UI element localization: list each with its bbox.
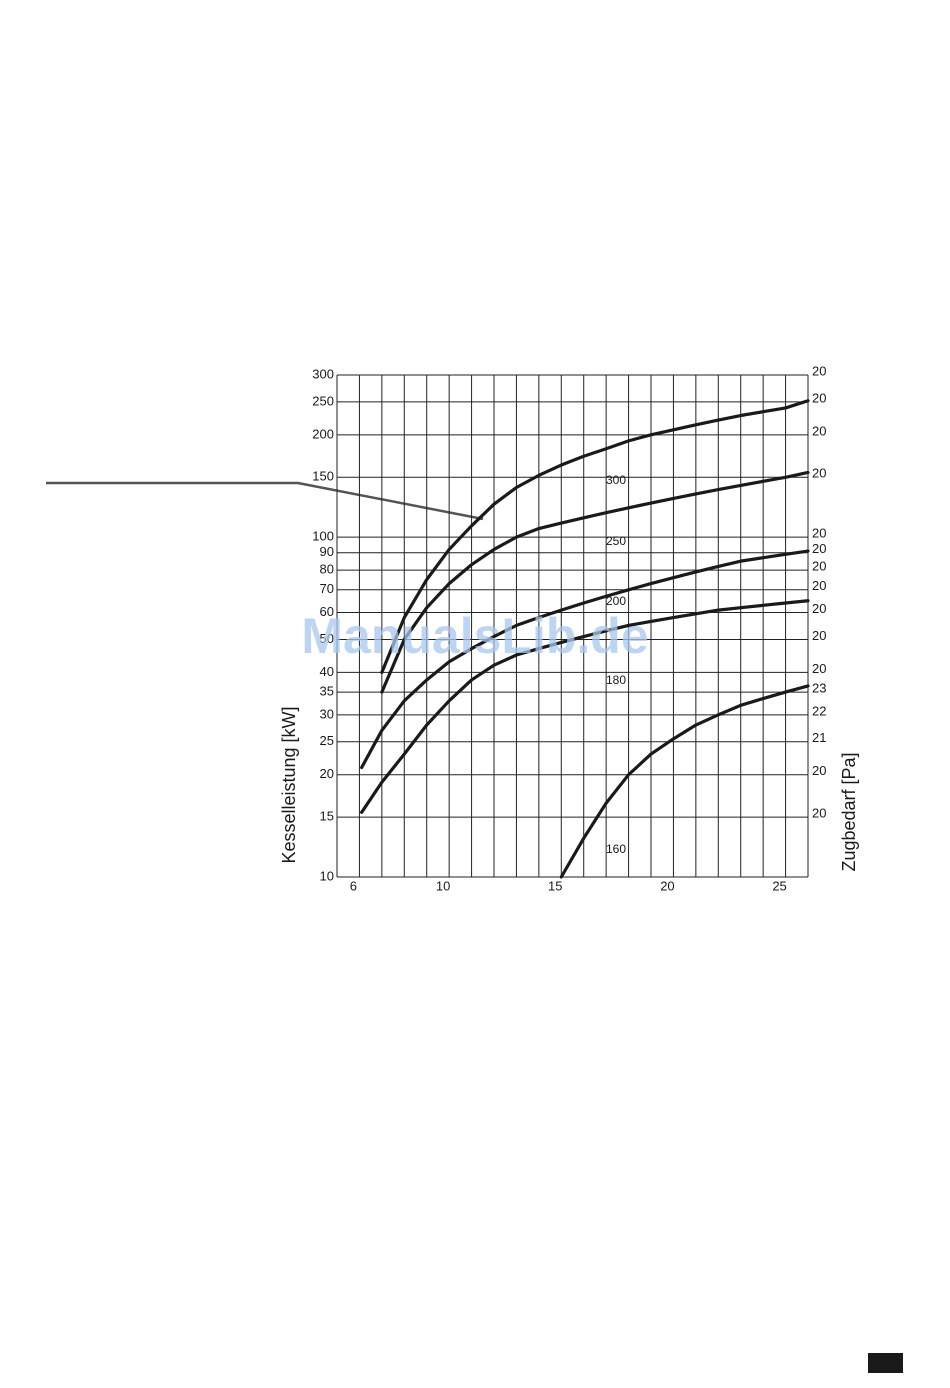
page-marker xyxy=(868,1353,903,1373)
y-tick-label: 40 xyxy=(320,664,334,679)
x-tick-label: 15 xyxy=(548,878,562,893)
y2-tick-label: 20 xyxy=(812,601,826,616)
y-tick-label: 10 xyxy=(320,868,334,883)
y2-tick-label: 20 xyxy=(812,363,826,378)
y2-tick-label: 23 xyxy=(812,681,826,696)
curve xyxy=(559,684,810,879)
y2-tick-label: 20 xyxy=(812,423,826,438)
y2-tick-label: 20 xyxy=(812,390,826,405)
x-tick-label: 25 xyxy=(772,878,786,893)
y-tick-label: 200 xyxy=(312,426,334,441)
y-tick-label: 35 xyxy=(320,684,334,699)
y2-tick-label: 20 xyxy=(812,661,826,676)
y2-tick-label: 22 xyxy=(812,703,826,718)
y2-tick-label: 20 xyxy=(812,578,826,593)
y2-tick-label: 20 xyxy=(812,763,826,778)
y2-tick-label: 20 xyxy=(812,559,826,574)
y-tick-label: 25 xyxy=(320,733,334,748)
y-tick-label: 80 xyxy=(320,562,334,577)
y-tick-label: 250 xyxy=(312,393,334,408)
y2-tick-label: 20 xyxy=(812,526,826,541)
curve xyxy=(380,470,810,694)
y-tick-label: 30 xyxy=(320,706,334,721)
y2-tick-label: 20 xyxy=(812,628,826,643)
x-tick-label: 6 xyxy=(350,878,357,893)
curve-label: 180 xyxy=(606,673,626,687)
y2-tick-label: 20 xyxy=(812,806,826,821)
curve-label: 160 xyxy=(606,842,626,856)
y-tick-label: 60 xyxy=(320,604,334,619)
y-tick-label: 300 xyxy=(312,366,334,381)
y-tick-label: 100 xyxy=(312,529,334,544)
x-tick-label: 10 xyxy=(436,878,450,893)
curve-label: 200 xyxy=(606,594,626,608)
y2-tick-label: 20 xyxy=(812,541,826,556)
watermark: ManualsLib.de xyxy=(301,608,648,664)
leader-line xyxy=(46,481,484,521)
y-tick-label: 50 xyxy=(320,631,334,646)
y-tick-label: 90 xyxy=(320,544,334,559)
curve xyxy=(360,599,810,814)
curve-label: 300 xyxy=(606,473,626,487)
y-tick-label: 20 xyxy=(320,766,334,781)
x-tick-label: 20 xyxy=(660,878,674,893)
y-tick-label: 150 xyxy=(312,469,334,484)
curve xyxy=(380,399,810,674)
y-axis-label: Kesselleistung [kW] xyxy=(279,706,299,863)
y2-tick-label: 20 xyxy=(812,466,826,481)
y-tick-label: 70 xyxy=(320,581,334,596)
y-tick-label: 15 xyxy=(320,809,334,824)
y2-tick-label: 21 xyxy=(812,730,826,745)
curve xyxy=(360,549,810,770)
y2-axis-label: Zugbedarf [Pa] xyxy=(839,752,859,871)
curve-label: 250 xyxy=(606,534,626,548)
